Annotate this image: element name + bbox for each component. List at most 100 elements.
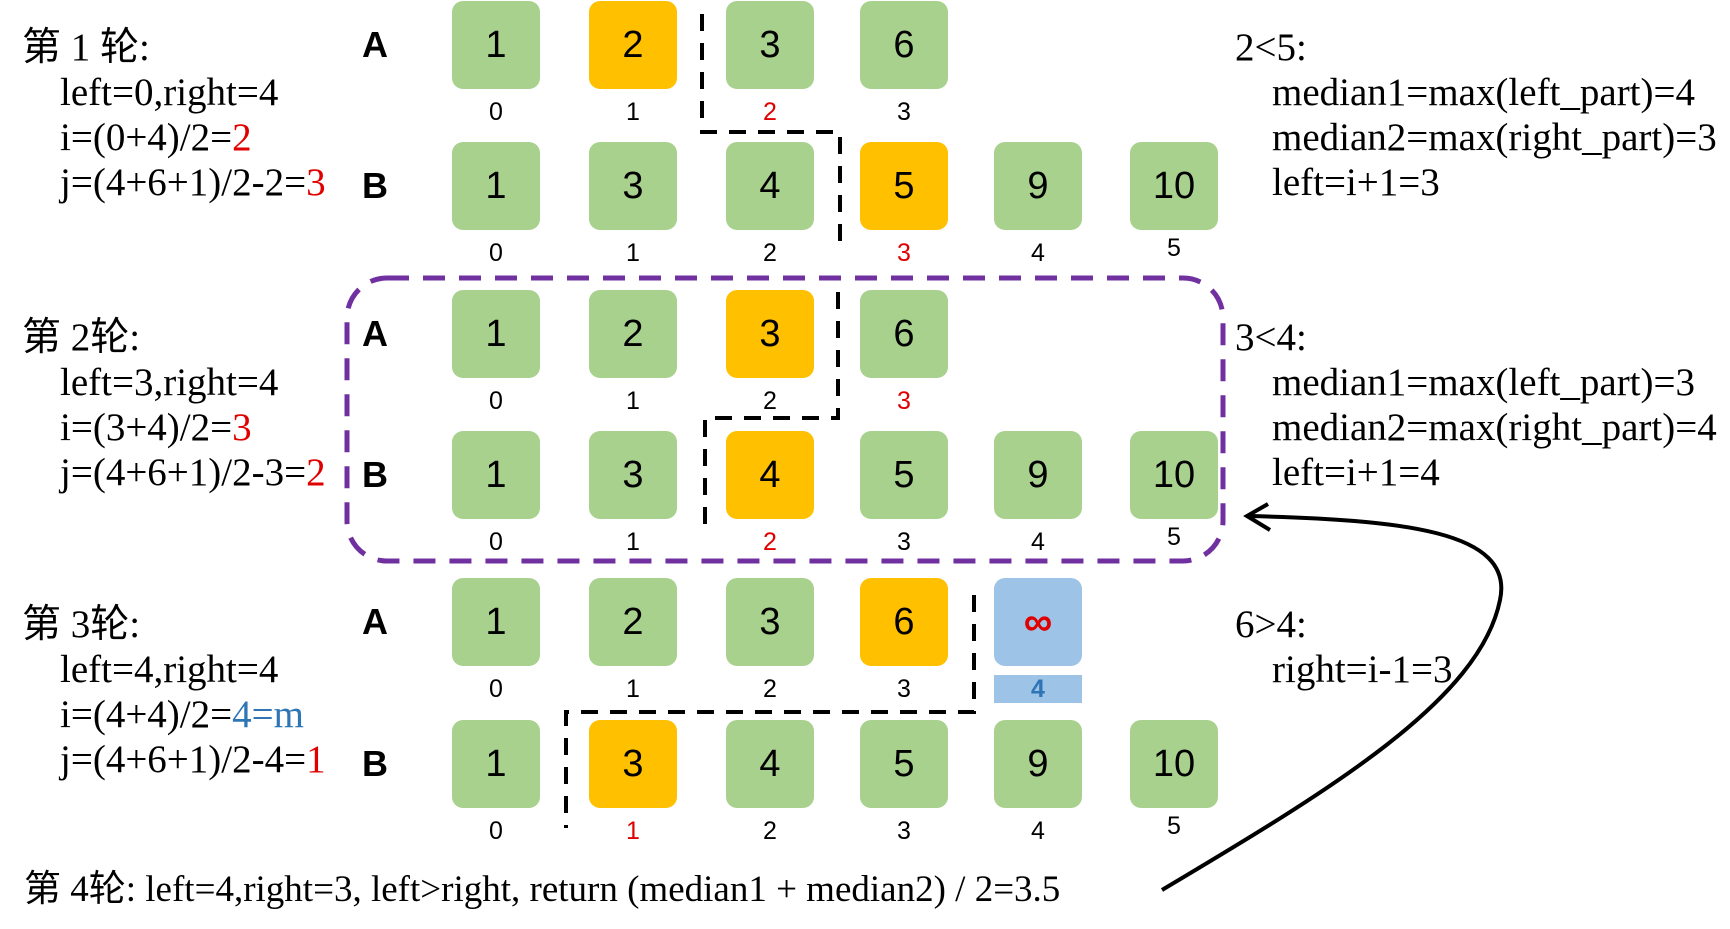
return-arrow xyxy=(1160,514,1504,892)
array-A-cell: 2 xyxy=(589,290,677,378)
round-2-formula-2: i=(3+4)/2=3 xyxy=(60,406,252,450)
array-B-index: 3 xyxy=(897,528,911,556)
formula-segment: i=(0+4)/2= xyxy=(60,116,233,159)
formula-segment: 2 xyxy=(306,451,326,494)
array-B-cell: 9 xyxy=(994,720,1082,808)
array-A-index: 0 xyxy=(489,387,503,415)
array-B-index: 4 xyxy=(1031,528,1045,556)
array-A-cell: 1 xyxy=(452,1,540,89)
round-1-note-1: 2<5: xyxy=(1235,26,1307,69)
partition-line-round-1 xyxy=(700,14,842,252)
final-round-summary: 第 4轮: left=4,right=3, left>right, return… xyxy=(24,869,1061,910)
formula-segment: 4=m xyxy=(232,693,304,736)
round-1-note-4: left=i+1=3 xyxy=(1272,161,1440,204)
formula-segment: j=(4+6+1)/2-4= xyxy=(60,738,307,781)
array-B-cell: 9 xyxy=(994,431,1082,519)
array-B-cell: 5 xyxy=(860,142,948,230)
array-B-cell: 5 xyxy=(860,720,948,808)
array-B-cell: 1 xyxy=(452,431,540,519)
formula-segment: i=(4+4)/2= xyxy=(60,693,233,736)
array-label-A: A xyxy=(362,601,388,642)
round-3-note-1: 6>4: xyxy=(1235,603,1307,646)
return-arrow-head xyxy=(1243,502,1272,532)
array-B-index: 3 xyxy=(897,817,911,845)
formula-segment: i=(3+4)/2= xyxy=(60,406,233,449)
round-2-formula-3: j=(4+6+1)/2-3=2 xyxy=(60,451,326,495)
array-A-cell: 1 xyxy=(452,290,540,378)
array-A-cell: 1 xyxy=(452,578,540,666)
array-B-index: 0 xyxy=(489,817,503,845)
array-A-index: 3 xyxy=(897,387,911,415)
array-A-index: 3 xyxy=(897,675,911,703)
partition-line-round-2 xyxy=(703,292,840,532)
array-B-index: 2 xyxy=(763,528,777,556)
array-A-index: 0 xyxy=(489,98,503,126)
array-B-cell: 3 xyxy=(589,720,677,808)
array-A-cell: 3 xyxy=(726,578,814,666)
array-A-index: 1 xyxy=(626,675,640,703)
array-A-cell: 6 xyxy=(860,290,948,378)
array-B-cell: 3 xyxy=(589,142,677,230)
formula-segment: 2 xyxy=(232,116,252,159)
array-B-cell: 1 xyxy=(452,142,540,230)
array-B-index: 1 xyxy=(626,239,640,267)
partition-line-round-3 xyxy=(564,595,976,828)
array-B-index: 4 xyxy=(1031,817,1045,845)
array-A-index: 4 xyxy=(994,675,1082,703)
formula-segment: j=(4+6+1)/2-2= xyxy=(60,161,307,204)
array-label-A: A xyxy=(362,24,388,65)
array-A-cell: 6 xyxy=(860,1,948,89)
round-2-note-3: median2=max(right_part)=4 xyxy=(1272,406,1717,449)
array-A-index: 1 xyxy=(626,387,640,415)
formula-segment: 3 xyxy=(232,406,252,449)
array-A-cell: 2 xyxy=(589,1,677,89)
array-label-B: B xyxy=(362,743,388,784)
array-B-cell: 9 xyxy=(994,142,1082,230)
array-label-B: B xyxy=(362,454,388,495)
array-A-cell: 3 xyxy=(726,290,814,378)
array-label-B: B xyxy=(362,165,388,206)
array-B-cell: 10 xyxy=(1130,431,1218,519)
array-B-cell: 4 xyxy=(726,431,814,519)
array-B-cell: 10 xyxy=(1130,720,1218,808)
round-2-note-4: left=i+1=4 xyxy=(1272,451,1440,494)
round-1-note-2: median1=max(left_part)=4 xyxy=(1272,71,1696,114)
formula-segment: left=4,right=4 xyxy=(60,648,279,691)
array-A-index: 2 xyxy=(763,675,777,703)
round-2-note-1: 3<4: xyxy=(1235,316,1307,359)
round-1-formula-3: j=(4+6+1)/2-2=3 xyxy=(60,161,326,205)
formula-segment: 1 xyxy=(306,738,326,781)
array-B-index: 0 xyxy=(489,528,503,556)
array-A-cell: 3 xyxy=(726,1,814,89)
round-1-note-3: median2=max(right_part)=3 xyxy=(1272,116,1717,159)
formula-segment: 3 xyxy=(306,161,326,204)
round-3-note-2: right=i-1=3 xyxy=(1272,648,1453,691)
round-3-title: 第 3轮: xyxy=(22,603,141,646)
array-B-index: 2 xyxy=(763,239,777,267)
array-B-index: 3 xyxy=(897,239,911,267)
round-3-formula-1: left=4,right=4 xyxy=(60,648,278,692)
array-A-index: 0 xyxy=(489,675,503,703)
array-A-cell: ∞ xyxy=(994,578,1082,666)
round-2-formula-1: left=3,right=4 xyxy=(60,361,278,405)
array-A-cell: 6 xyxy=(860,578,948,666)
round-2-note-2: median1=max(left_part)=3 xyxy=(1272,361,1696,404)
round-1-title: 第 1 轮: xyxy=(22,26,150,69)
array-B-index: 5 xyxy=(1167,234,1181,262)
formula-segment: j=(4+6+1)/2-3= xyxy=(60,451,307,494)
array-B-cell: 4 xyxy=(726,142,814,230)
round-2-title: 第 2轮: xyxy=(22,316,141,359)
array-B-cell: 5 xyxy=(860,431,948,519)
formula-segment: left=3,right=4 xyxy=(60,361,279,404)
array-B-index: 2 xyxy=(763,817,777,845)
round-3-formula-2: i=(4+4)/2=4=m xyxy=(60,693,304,737)
array-B-index: 0 xyxy=(489,239,503,267)
array-A-index: 1 xyxy=(626,98,640,126)
array-B-index: 5 xyxy=(1167,812,1181,840)
array-label-A: A xyxy=(362,313,388,354)
array-B-index: 1 xyxy=(626,817,640,845)
round-3-formula-3: j=(4+6+1)/2-4=1 xyxy=(60,738,326,782)
array-B-cell: 3 xyxy=(589,431,677,519)
